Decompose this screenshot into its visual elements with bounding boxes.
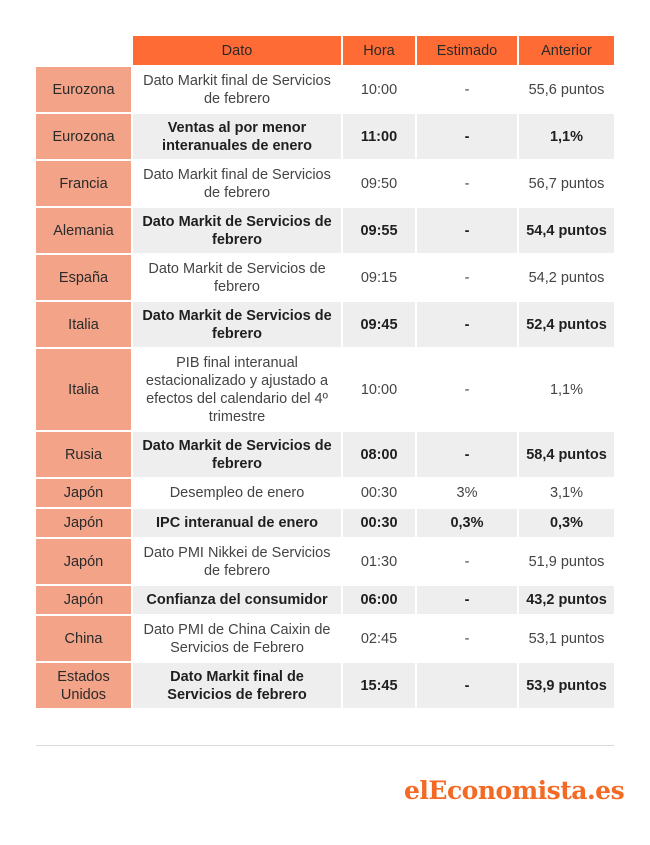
table-row: Japón Dato PMI Nikkei de Servicios de fe… xyxy=(36,539,614,586)
estimado-cell: - xyxy=(417,616,519,663)
country-cell: Japón xyxy=(36,539,133,586)
table-header-row: Dato Hora Estimado Anterior xyxy=(36,36,614,67)
table-row: Eurozona Dato Markit final de Servicios … xyxy=(36,67,614,114)
anterior-cell: 53,9 puntos xyxy=(519,663,614,710)
eleconomista-logo[interactable]: elEconomista.es xyxy=(404,776,625,805)
hora-cell: 00:30 xyxy=(343,509,417,539)
estimado-cell: - xyxy=(417,586,519,616)
hora-cell: 09:50 xyxy=(343,161,417,208)
hora-cell: 11:00 xyxy=(343,114,417,161)
estimado-cell: - xyxy=(417,302,519,349)
table-row: Japón Desempleo de enero 00:30 3% 3,1% xyxy=(36,479,614,509)
dato-cell: IPC interanual de enero xyxy=(133,509,343,539)
country-cell: Eurozona xyxy=(36,114,133,161)
footer-divider xyxy=(36,745,614,746)
anterior-cell: 1,1% xyxy=(519,114,614,161)
dato-cell: Dato Markit de Servicios de febrero xyxy=(133,208,343,255)
country-cell: Japón xyxy=(36,479,133,509)
estimado-cell: 3% xyxy=(417,479,519,509)
estimado-cell: 0,3% xyxy=(417,509,519,539)
estimado-cell: - xyxy=(417,67,519,114)
hora-cell: 06:00 xyxy=(343,586,417,616)
dato-cell: Confianza del consumidor xyxy=(133,586,343,616)
hora-cell: 02:45 xyxy=(343,616,417,663)
anterior-cell: 51,9 puntos xyxy=(519,539,614,586)
header-country xyxy=(36,36,133,67)
estimado-cell: - xyxy=(417,255,519,302)
anterior-cell: 53,1 puntos xyxy=(519,616,614,663)
dato-cell: Dato Markit de Servicios de febrero xyxy=(133,255,343,302)
anterior-cell: 43,2 puntos xyxy=(519,586,614,616)
hora-cell: 10:00 xyxy=(343,67,417,114)
estimado-cell: - xyxy=(417,539,519,586)
country-cell: España xyxy=(36,255,133,302)
hora-cell: 15:45 xyxy=(343,663,417,710)
country-cell: Italia xyxy=(36,349,133,432)
table-row: Japón Confianza del consumidor 06:00 - 4… xyxy=(36,586,614,616)
dato-cell: Dato Markit de Servicios de febrero xyxy=(133,302,343,349)
hora-cell: 01:30 xyxy=(343,539,417,586)
country-cell: Japón xyxy=(36,509,133,539)
anterior-cell: 1,1% xyxy=(519,349,614,432)
estimado-cell: - xyxy=(417,208,519,255)
estimado-cell: - xyxy=(417,161,519,208)
anterior-cell: 55,6 puntos xyxy=(519,67,614,114)
table-row: Francia Dato Markit final de Servicios d… xyxy=(36,161,614,208)
dato-cell: Dato PMI Nikkei de Servicios de febrero xyxy=(133,539,343,586)
hora-cell: 09:45 xyxy=(343,302,417,349)
dato-cell: Ventas al por menor interanuales de ener… xyxy=(133,114,343,161)
hora-cell: 09:15 xyxy=(343,255,417,302)
table-row: España Dato Markit de Servicios de febre… xyxy=(36,255,614,302)
table-row: Estados Unidos Dato Markit final de Serv… xyxy=(36,663,614,710)
country-cell: Italia xyxy=(36,302,133,349)
header-dato: Dato xyxy=(133,36,343,67)
dato-cell: Desempleo de enero xyxy=(133,479,343,509)
table-row: Alemania Dato Markit de Servicios de feb… xyxy=(36,208,614,255)
estimado-cell: - xyxy=(417,432,519,479)
anterior-cell: 54,4 puntos xyxy=(519,208,614,255)
table-row: Japón IPC interanual de enero 00:30 0,3%… xyxy=(36,509,614,539)
anterior-cell: 52,4 puntos xyxy=(519,302,614,349)
country-cell: China xyxy=(36,616,133,663)
hora-cell: 08:00 xyxy=(343,432,417,479)
header-hora: Hora xyxy=(343,36,417,67)
economic-calendar-table: Dato Hora Estimado Anterior Eurozona Dat… xyxy=(36,36,614,710)
dato-cell: Dato Markit final de Servicios de febrer… xyxy=(133,663,343,710)
country-cell: Japón xyxy=(36,586,133,616)
table-row: Rusia Dato Markit de Servicios de febrer… xyxy=(36,432,614,479)
estimado-cell: - xyxy=(417,349,519,432)
hora-cell: 00:30 xyxy=(343,479,417,509)
anterior-cell: 54,2 puntos xyxy=(519,255,614,302)
country-cell: Eurozona xyxy=(36,67,133,114)
hora-cell: 09:55 xyxy=(343,208,417,255)
dato-cell: Dato PMI de China Caixin de Servicios de… xyxy=(133,616,343,663)
anterior-cell: 56,7 puntos xyxy=(519,161,614,208)
estimado-cell: - xyxy=(417,114,519,161)
header-anterior: Anterior xyxy=(519,36,614,67)
dato-cell: PIB final interanual estacionalizado y a… xyxy=(133,349,343,432)
table-row: Eurozona Ventas al por menor interanuale… xyxy=(36,114,614,161)
country-cell: Rusia xyxy=(36,432,133,479)
dato-cell: Dato Markit final de Servicios de febrer… xyxy=(133,161,343,208)
anterior-cell: 3,1% xyxy=(519,479,614,509)
anterior-cell: 58,4 puntos xyxy=(519,432,614,479)
table-row: Italia PIB final interanual estacionaliz… xyxy=(36,349,614,432)
table-row: Italia Dato Markit de Servicios de febre… xyxy=(36,302,614,349)
country-cell: Francia xyxy=(36,161,133,208)
dato-cell: Dato Markit de Servicios de febrero xyxy=(133,432,343,479)
header-estimado: Estimado xyxy=(417,36,519,67)
anterior-cell: 0,3% xyxy=(519,509,614,539)
country-cell: Estados Unidos xyxy=(36,663,133,710)
dato-cell: Dato Markit final de Servicios de febrer… xyxy=(133,67,343,114)
hora-cell: 10:00 xyxy=(343,349,417,432)
estimado-cell: - xyxy=(417,663,519,710)
country-cell: Alemania xyxy=(36,208,133,255)
table-row: China Dato PMI de China Caixin de Servic… xyxy=(36,616,614,663)
